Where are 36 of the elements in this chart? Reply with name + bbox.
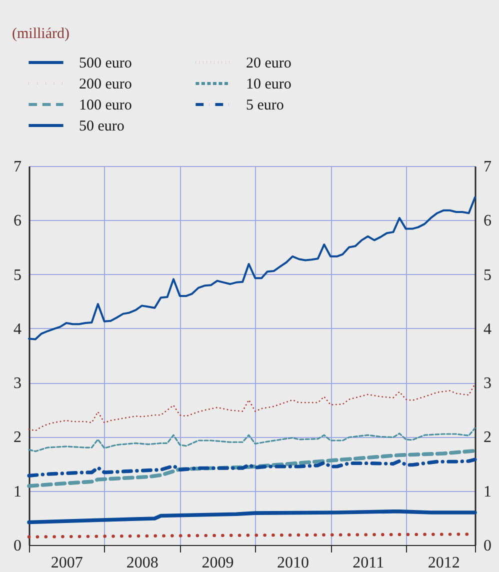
line-series bbox=[27, 448, 477, 488]
y-tick-label: 5 bbox=[14, 266, 22, 284]
line-series bbox=[28, 196, 476, 340]
x-tick-label: 2011 bbox=[352, 554, 384, 572]
x-tick-label: 2008 bbox=[126, 554, 158, 572]
y2-tick-label: 0 bbox=[484, 538, 492, 554]
x-tick-label: 2010 bbox=[277, 554, 310, 572]
y2-tick-label: 1 bbox=[484, 483, 492, 500]
y2-tick-label: 2 bbox=[484, 429, 492, 446]
legend-label: 50 euro bbox=[79, 118, 124, 134]
line-series bbox=[27, 510, 477, 524]
y2-tick-label: 4 bbox=[484, 320, 492, 338]
legend-label: 20 euro bbox=[246, 56, 292, 72]
legend-label: 100 euro bbox=[79, 98, 132, 114]
legend-label: 5 euro bbox=[246, 98, 284, 114]
legend-label: 10 euro bbox=[246, 76, 292, 92]
y2-tick-label: 3 bbox=[484, 375, 492, 392]
y-tick-label: 4 bbox=[14, 320, 22, 338]
y-tick-label: 2 bbox=[14, 429, 22, 446]
y-tick-label: 1 bbox=[14, 483, 22, 500]
legend-label: 200 euro bbox=[79, 76, 132, 92]
chart-subtitle: (milliárd) bbox=[12, 26, 70, 42]
y2-tick-label: 7 bbox=[484, 158, 492, 176]
y-tick-label: 0 bbox=[14, 538, 22, 554]
legend-label: 500 euro bbox=[79, 56, 132, 72]
x-tick-label: 2009 bbox=[202, 554, 234, 572]
line-series bbox=[28, 382, 476, 432]
y2-tick-label: 5 bbox=[484, 266, 492, 284]
y-tick-label: 7 bbox=[14, 158, 22, 176]
y-tick-label: 6 bbox=[14, 212, 22, 230]
y-tick-label: 3 bbox=[14, 375, 22, 392]
x-tick-label: 2007 bbox=[50, 554, 83, 572]
line-series bbox=[28, 427, 476, 452]
y2-tick-label: 6 bbox=[484, 212, 492, 230]
line-series bbox=[27, 458, 477, 478]
x-tick-label: 2012 bbox=[428, 554, 460, 572]
